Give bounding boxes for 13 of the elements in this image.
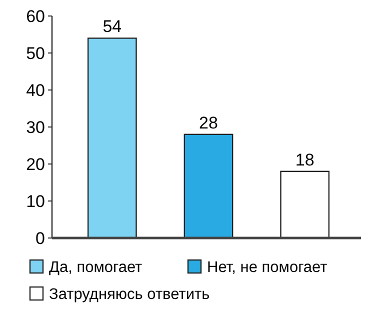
data-label: 28 xyxy=(199,113,218,132)
y-tick-label: 60 xyxy=(26,6,45,26)
legend-label: Затрудняюсь ответить xyxy=(49,286,210,303)
y-tick-label: 40 xyxy=(26,80,45,100)
y-tick-label: 50 xyxy=(26,44,45,63)
data-label: 18 xyxy=(295,150,314,170)
legend-label: Да, помогает xyxy=(49,259,142,276)
y-tick-label: 10 xyxy=(26,192,45,211)
data-label: 54 xyxy=(102,17,122,36)
y-tick-label: 0 xyxy=(36,228,45,248)
y-tick-label: 30 xyxy=(26,118,45,137)
y-tick-label: 20 xyxy=(26,154,45,174)
legend-label: Нет, не помогает xyxy=(207,259,328,276)
